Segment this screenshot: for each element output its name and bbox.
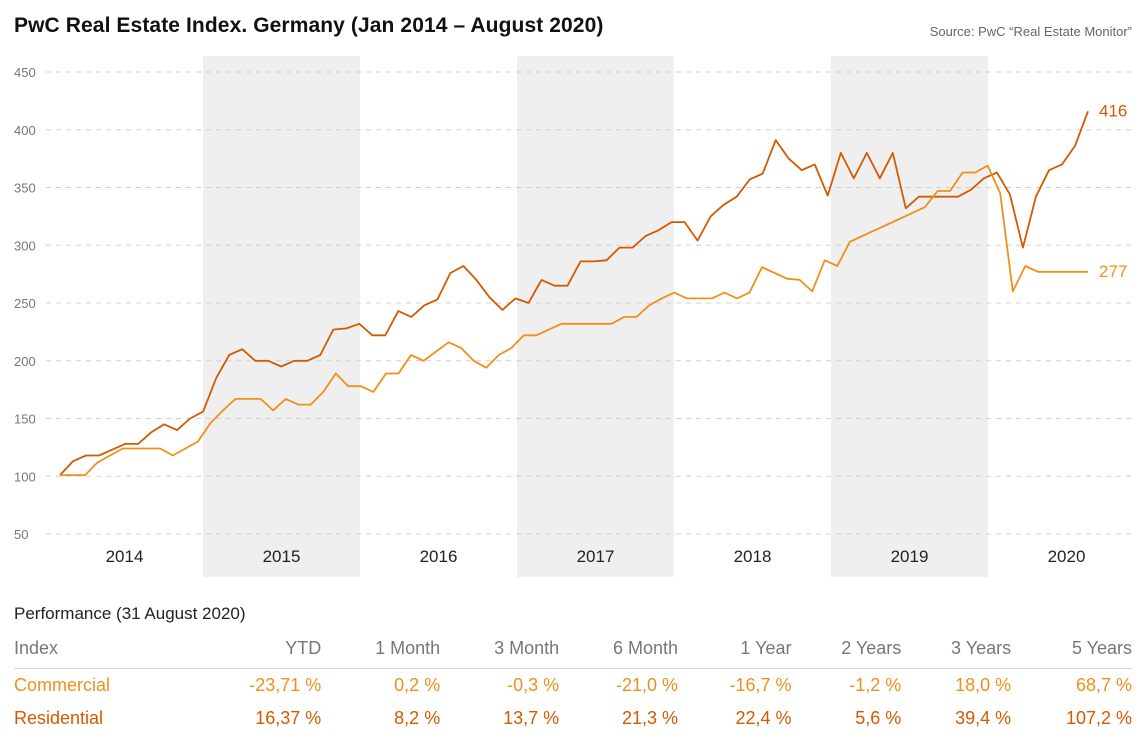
- col-header-ytd: YTD: [189, 632, 322, 669]
- cell-value: -21,0 %: [616, 675, 679, 695]
- series-end-label: 416: [1099, 101, 1127, 120]
- col-header-index: Index: [14, 632, 190, 669]
- y-tick-label: 100: [14, 469, 36, 484]
- performance-header-row: Index YTD 1 Month 3 Month 6 Month 1 Year…: [14, 632, 1132, 669]
- table-row-commercial: Commercial -23,71 % 0,2 % -0,3 % -21,0 %…: [14, 669, 1132, 703]
- x-year-label: 2018: [734, 547, 772, 566]
- shaded-year-band: [517, 56, 674, 577]
- x-year-label: 2015: [263, 547, 301, 566]
- cell-value: 68,7 %: [1075, 675, 1132, 695]
- y-tick-label: 150: [14, 412, 36, 427]
- cell-value: 5,6 %: [855, 708, 902, 728]
- cell-value: -1,2 %: [849, 675, 902, 695]
- x-year-label: 2020: [1048, 547, 1086, 566]
- x-year-label: 2014: [106, 547, 144, 566]
- col-header-5-years: 5 Years: [1011, 632, 1132, 669]
- col-header-3-years: 3 Years: [901, 632, 1012, 669]
- col-header-1-month: 1 Month: [321, 632, 441, 669]
- y-tick-label: 50: [14, 527, 28, 542]
- col-header-3-month: 3 Month: [440, 632, 560, 669]
- cell-value: -0,3 %: [507, 675, 560, 695]
- performance-title: Performance (31 August 2020): [14, 604, 246, 623]
- cell-value: -16,7 %: [729, 675, 792, 695]
- series-line: [59, 110, 1089, 476]
- cell-value: 16,37 %: [255, 708, 322, 728]
- col-header-2-years: 2 Years: [791, 632, 902, 669]
- y-tick-label: 450: [14, 65, 36, 80]
- col-header-6-month: 6 Month: [559, 632, 679, 669]
- chart-title: PwC Real Estate Index. Germany (Jan 2014…: [14, 14, 604, 37]
- performance-table: Index YTD 1 Month 3 Month 6 Month 1 Year…: [14, 632, 1132, 735]
- cell-value: 0,2 %: [394, 675, 441, 695]
- source-note: Source: PwC “Real Estate Monitor”: [929, 24, 1132, 39]
- table-row-residential: Residential 16,37 % 8,2 % 13,7 % 21,3 % …: [14, 702, 1132, 735]
- series-line: [60, 164, 1088, 477]
- y-tick-label: 300: [14, 238, 36, 253]
- cell-value: 107,2 %: [1065, 708, 1132, 728]
- shaded-year-band: [203, 56, 360, 577]
- cell-value: 39,4 %: [955, 708, 1012, 728]
- shaded-year-band: [831, 56, 988, 577]
- row-label-residential: Residential: [14, 708, 104, 728]
- cell-value: 13,7 %: [503, 708, 560, 728]
- cell-value: 21,3 %: [622, 708, 679, 728]
- cell-value: 18,0 %: [955, 675, 1012, 695]
- col-header-1-year: 1 Year: [678, 632, 792, 669]
- cell-value: -23,71 %: [249, 675, 322, 695]
- y-tick-label: 200: [14, 354, 36, 369]
- x-year-label: 2017: [577, 547, 615, 566]
- series-end-label: 277: [1099, 262, 1127, 281]
- x-year-label: 2016: [420, 547, 458, 566]
- line-chart: 50 100 150 200 250 300 350 400 450 2014 2015 2016 20…: [14, 56, 1132, 577]
- cell-value: 8,2 %: [394, 708, 441, 728]
- cell-value: 22,4 %: [735, 708, 792, 728]
- x-year-label: 2019: [891, 547, 929, 566]
- row-label-commercial: Commercial: [14, 675, 111, 695]
- y-tick-label: 400: [14, 123, 36, 138]
- y-tick-label: 350: [14, 181, 36, 196]
- y-tick-label: 250: [14, 296, 36, 311]
